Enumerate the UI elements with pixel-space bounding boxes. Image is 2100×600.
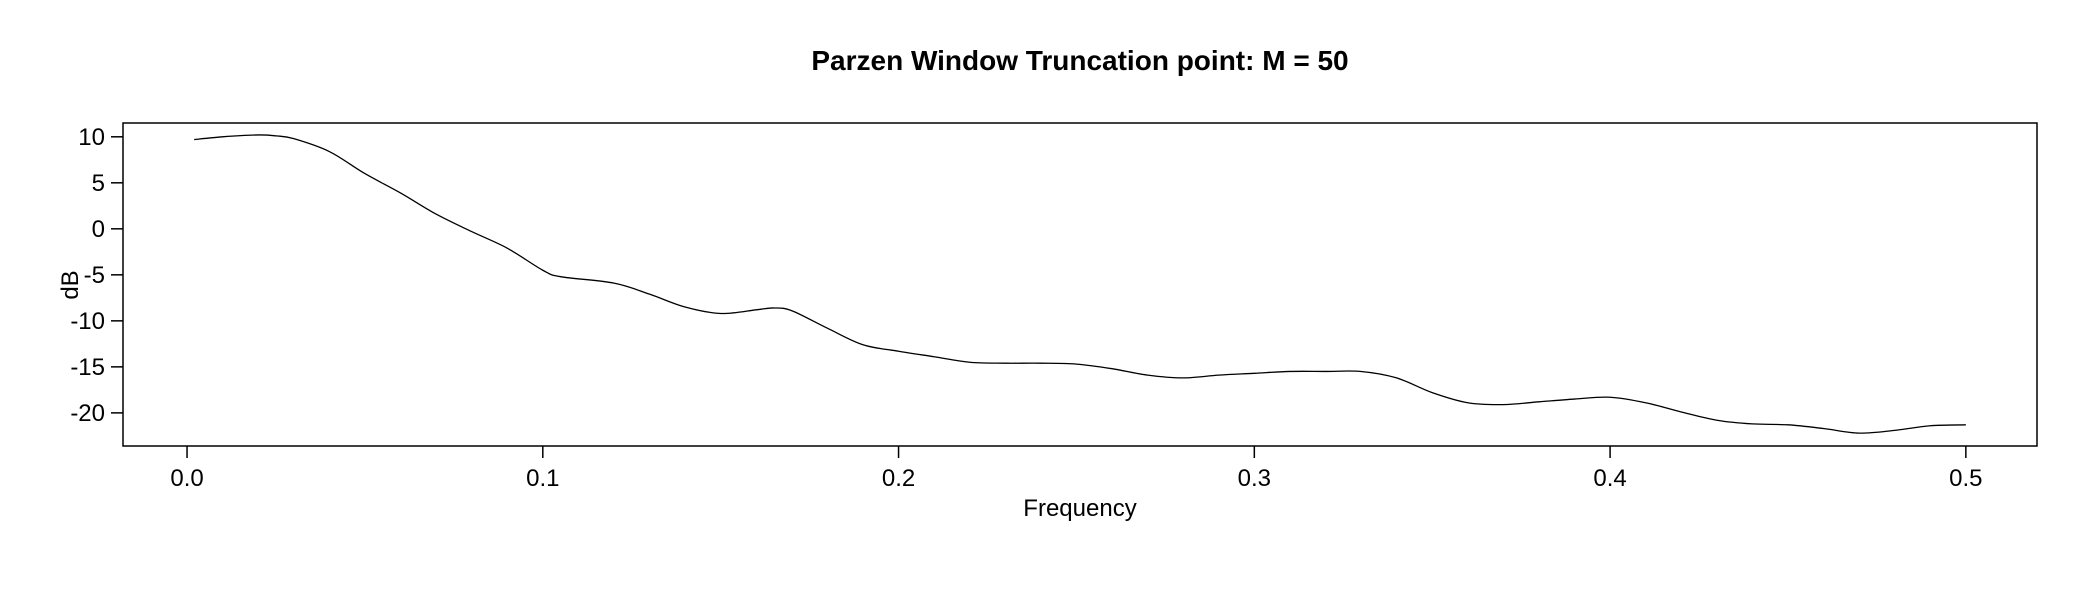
x-axis: 0.0 0.1 0.2 0.3 0.4 0.5 (170, 446, 1983, 492)
y-tick-label: 5 (92, 170, 105, 197)
x-axis-label: Frequency (1023, 495, 1136, 522)
chart-title: Parzen Window Truncation point: M = 50 (811, 45, 1348, 76)
y-tick-label: 0 (92, 216, 105, 243)
y-tick-label: -10 (70, 308, 105, 335)
y-tick-label: -15 (70, 354, 105, 381)
plot-frame (122, 122, 2038, 447)
x-tick-label: 0.1 (526, 465, 559, 492)
y-axis: 10 5 0 -5 -10 -15 -20 (70, 124, 123, 427)
y-tick-label: -20 (70, 400, 105, 427)
series-group (194, 134, 1966, 434)
x-tick-label: 0.3 (1238, 465, 1271, 492)
y-tick-label: -5 (84, 262, 105, 289)
x-tick-label: 0.2 (882, 465, 915, 492)
x-tick-label: 0.5 (1949, 465, 1982, 492)
y-tick-label: 10 (78, 124, 105, 151)
x-tick-label: 0.0 (170, 465, 203, 492)
x-tick-label: 0.4 (1593, 465, 1626, 492)
y-axis-label: dB (57, 270, 84, 299)
series-line (194, 134, 1966, 434)
